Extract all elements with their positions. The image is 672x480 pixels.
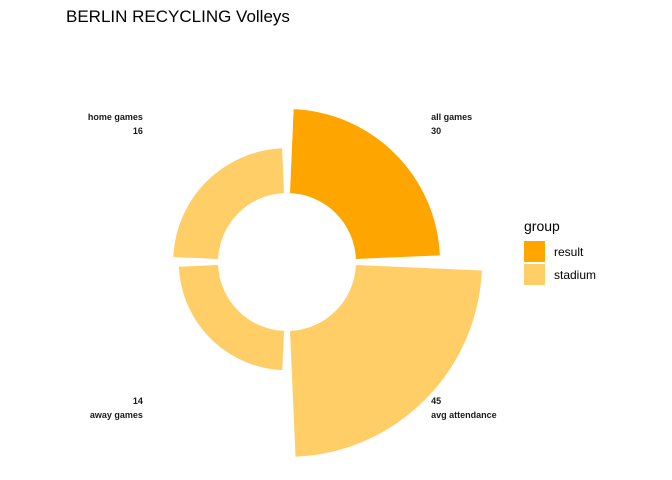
label-avg-attendance: avg attendance — [431, 410, 497, 420]
value-label-home-games: 16 — [133, 126, 143, 136]
legend-title: group — [524, 218, 560, 234]
value-label-avg-attendance: 45 — [431, 396, 441, 406]
legend-key-result — [524, 241, 545, 262]
label-home-games: home games — [88, 112, 143, 122]
legend-item-result: result — [524, 240, 596, 263]
legend-label-result: result — [554, 244, 584, 259]
chart-title: BERLIN RECYCLING Volleys — [66, 7, 290, 26]
legend-item-stadium: stadium — [524, 263, 596, 286]
legend-label-stadium: stadium — [554, 267, 597, 282]
value-label-away-games: 14 — [133, 396, 143, 406]
legend-key-stadium — [524, 264, 545, 285]
label-away-games: away games — [90, 410, 143, 420]
value-label-all-games: 30 — [431, 126, 441, 136]
label-all-games: all games — [431, 112, 472, 122]
segment-all-games — [290, 109, 440, 259]
segment-home-games — [173, 148, 284, 259]
legend: group result stadium — [524, 218, 596, 286]
segment-avg-attendance — [290, 265, 482, 457]
segment-away-games — [178, 265, 284, 371]
